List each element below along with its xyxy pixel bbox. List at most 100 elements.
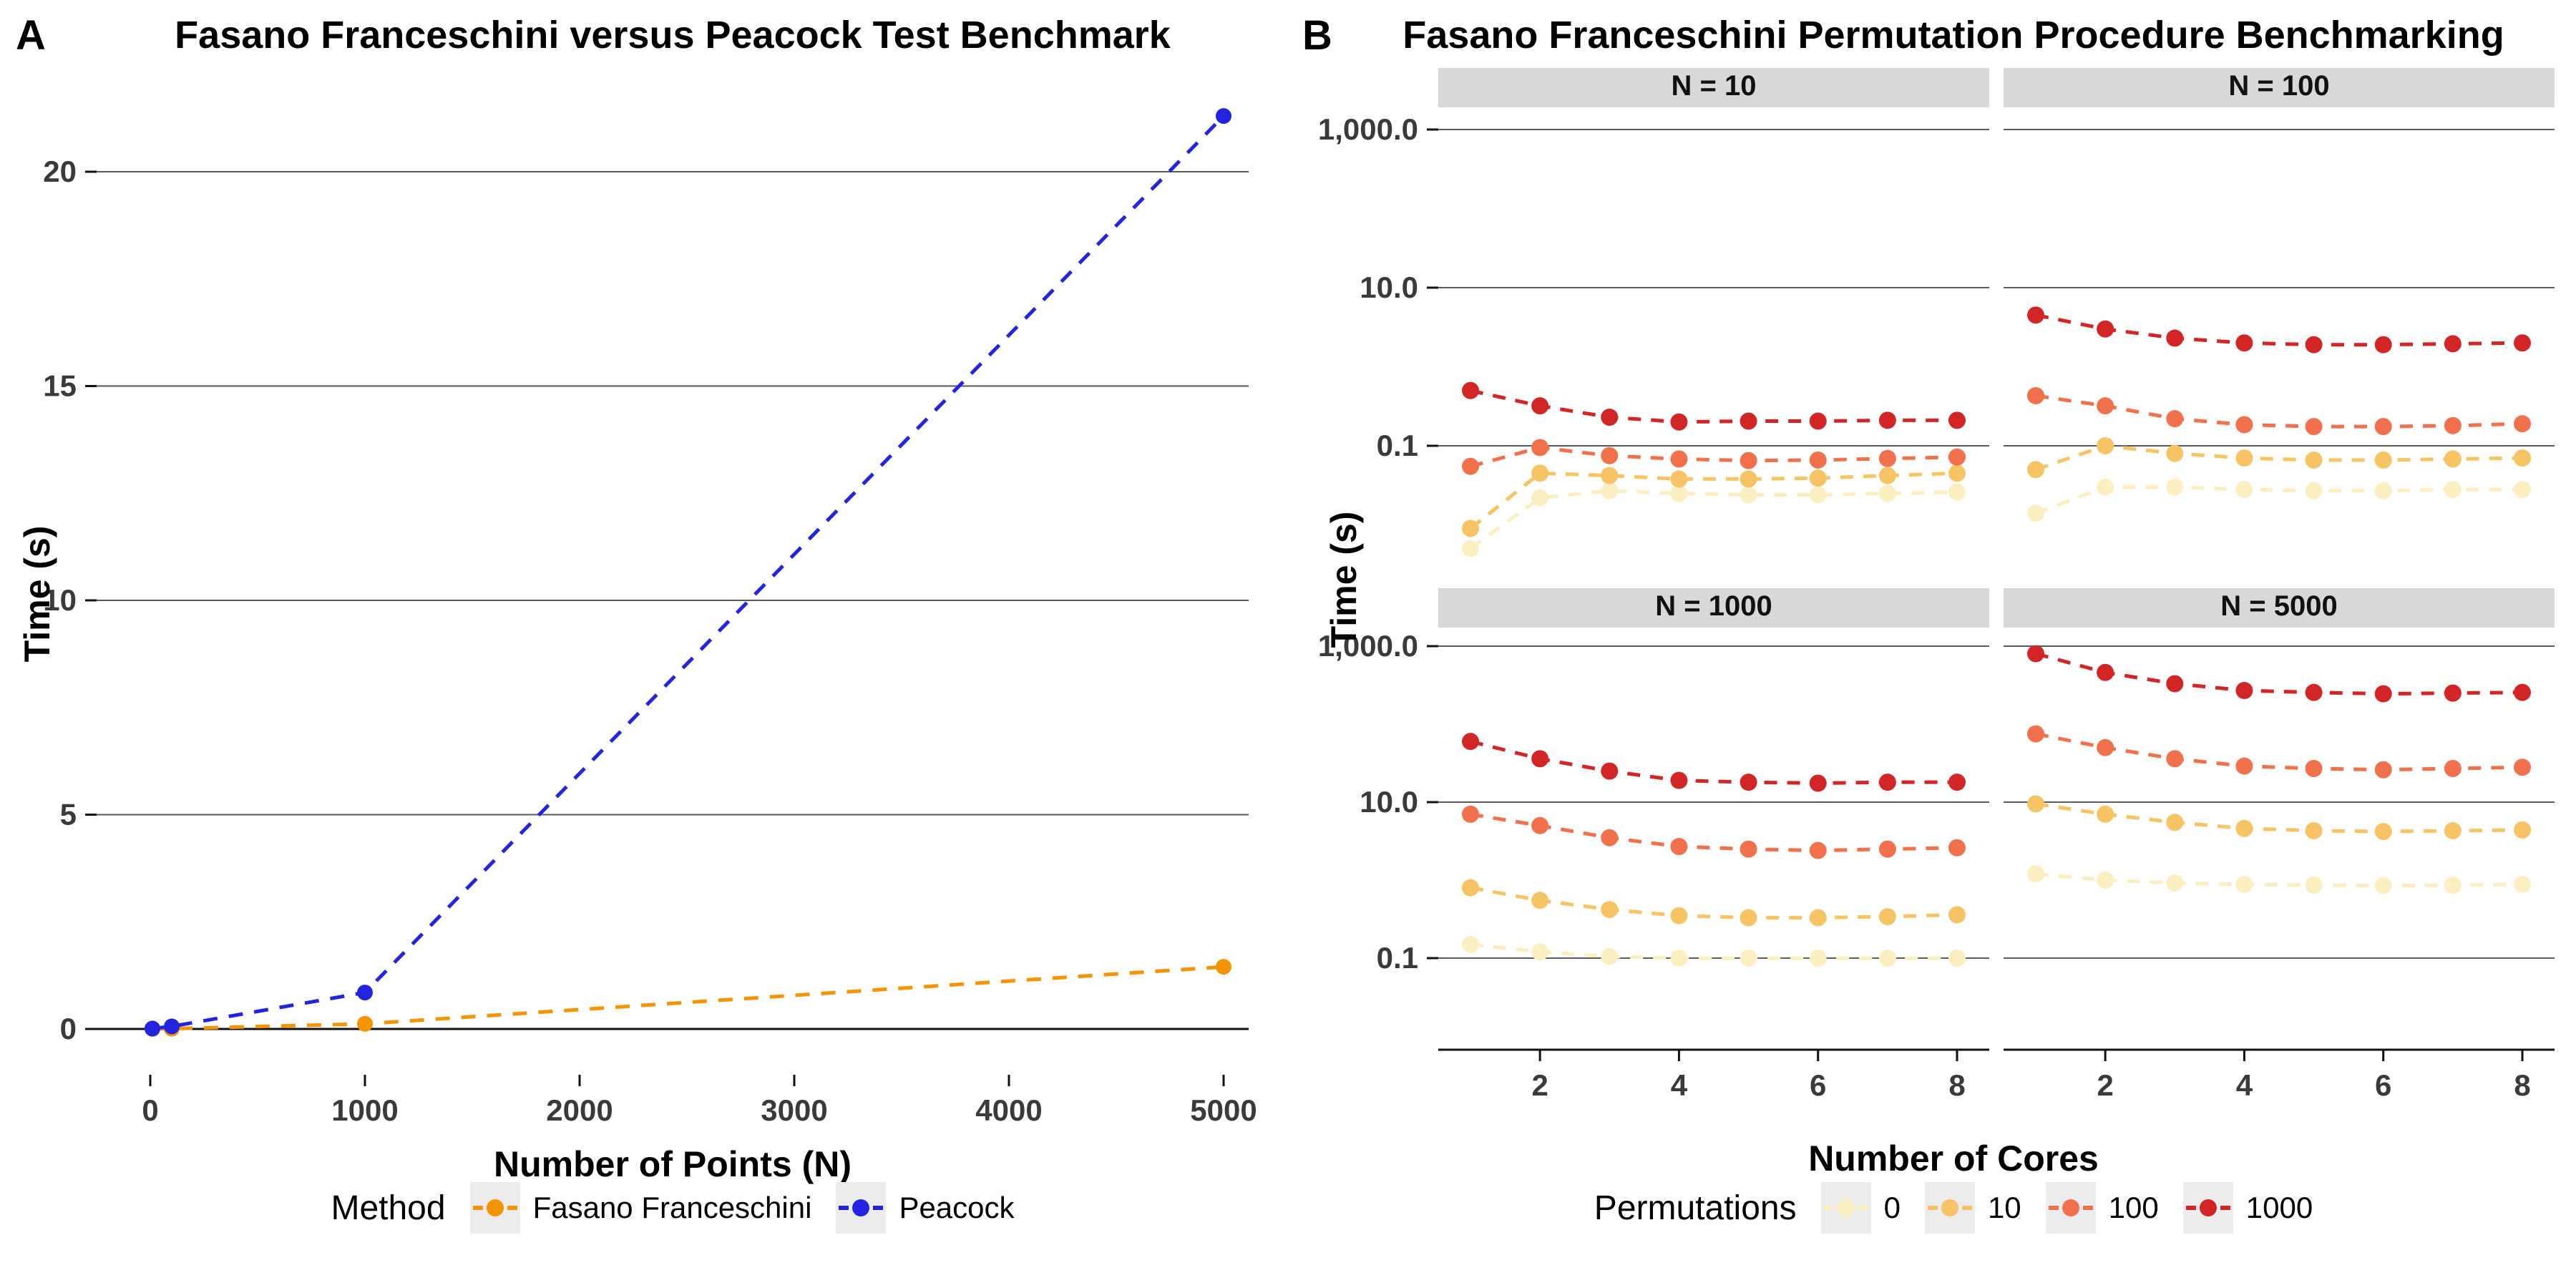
data-point-perm-1000 — [2097, 320, 2114, 338]
data-point-perm-0 — [2166, 478, 2184, 496]
panel-a-legend-title: Method — [331, 1189, 446, 1227]
data-point-perm-1000 — [1740, 412, 1757, 430]
data-point-peacock — [357, 985, 373, 1001]
data-point-perm-1000 — [2444, 335, 2462, 353]
data-point-perm-1000 — [1809, 774, 1827, 792]
panel-b-plot: N = 10 N = 100 N = 1000 2 4 6 8 N = 5000 2 4 6 8 1,0… — [1318, 68, 2555, 1102]
panel-b-legend-title: Permutations — [1594, 1189, 1797, 1227]
x-tick-label: 8 — [1948, 1068, 1965, 1102]
data-point-perm-10 — [2235, 449, 2253, 467]
facet-strip — [1438, 68, 1989, 107]
data-point-perm-0 — [1670, 484, 1688, 502]
legend-label: 1000 — [2245, 1191, 2313, 1224]
data-point-perm-100 — [2235, 416, 2253, 434]
legend-key-icon — [1820, 1182, 1871, 1234]
legend-item-peacock: Peacock — [836, 1182, 1015, 1234]
y-tick-label: 0.1 — [1377, 941, 1418, 975]
data-point-perm-100 — [1670, 837, 1688, 855]
data-point-perm-100 — [1462, 805, 1479, 823]
data-point-peacock — [164, 1018, 180, 1035]
legend-item-100: 100 — [2045, 1182, 2159, 1234]
data-point-perm-100 — [1878, 449, 1896, 467]
panel-b-legend: Permutations 0 10 100 1000 — [1331, 1182, 2576, 1234]
data-point-perm-100 — [1462, 457, 1479, 475]
data-point-perm-1000 — [1462, 733, 1479, 751]
data-point-perm-0 — [2027, 865, 2044, 883]
data-point-perm-1000 — [2514, 683, 2531, 701]
legend-label: 0 — [1883, 1191, 1901, 1224]
data-point-perm-100 — [1601, 829, 1619, 847]
data-point-perm-1000 — [1531, 397, 1549, 415]
series-line-perm-0 — [1469, 489, 1958, 550]
data-point-perm-1000 — [2097, 663, 2114, 681]
data-point-perm-100 — [1601, 447, 1619, 464]
legend-item-1000: 1000 — [2182, 1182, 2313, 1234]
data-point-perm-1000 — [2027, 306, 2044, 324]
x-tick-label: 4 — [2236, 1068, 2253, 1102]
data-point-perm-0 — [2166, 874, 2184, 892]
data-point-perm-1000 — [1670, 771, 1688, 789]
data-point-perm-100 — [1809, 451, 1827, 469]
data-point-perm-10 — [1670, 907, 1688, 924]
data-point-perm-10 — [1809, 469, 1827, 487]
data-point-perm-100 — [1878, 840, 1896, 858]
data-point-perm-10 — [1948, 464, 1966, 482]
data-point-perm-10 — [1462, 519, 1479, 537]
data-point-perm-0 — [1740, 950, 1757, 967]
y-tick-label: 15 — [43, 369, 77, 403]
data-point-perm-1000 — [1601, 409, 1619, 426]
data-point-perm-10 — [1878, 908, 1896, 926]
data-point-perm-10 — [1670, 470, 1688, 488]
y-tick-label: 5 — [60, 798, 77, 831]
data-point-perm-100 — [1531, 816, 1549, 834]
legend-label: 10 — [1987, 1191, 2021, 1224]
data-point-perm-100 — [2235, 757, 2253, 775]
data-point-perm-1000 — [1948, 774, 1966, 791]
data-point-perm-0 — [1878, 484, 1896, 502]
data-point-perm-1000 — [1740, 774, 1757, 791]
data-point-perm-100 — [2444, 416, 2462, 434]
data-point-perm-1000 — [2305, 683, 2323, 701]
data-point-perm-1000 — [2514, 334, 2531, 352]
panel-b-x-axis-title: Number of Cores — [1808, 1138, 2099, 1179]
y-tick-label: 20 — [43, 155, 77, 188]
facet-N=10: N = 10 — [1438, 68, 1989, 557]
data-point-perm-100 — [2514, 758, 2531, 776]
data-point-perm-10 — [1878, 467, 1896, 484]
data-point-perm-0 — [1809, 950, 1827, 967]
data-point-perm-100 — [2305, 418, 2323, 436]
legend-label: Fasano Franceschini — [532, 1191, 812, 1224]
x-tick-label: 2000 — [546, 1093, 613, 1127]
legend-key-icon — [469, 1182, 520, 1234]
data-point-perm-10 — [2027, 795, 2044, 813]
legend-item-fasano-franceschini: Fasano Franceschini — [469, 1182, 812, 1234]
data-point-fasano-franceschini — [1216, 959, 1231, 975]
data-point-perm-1000 — [1948, 411, 1966, 429]
legend-key-icon — [2182, 1182, 2233, 1234]
data-point-perm-10 — [1531, 464, 1549, 482]
data-point-perm-0 — [2305, 482, 2323, 499]
data-point-perm-10 — [1740, 909, 1757, 927]
panel-b-label: B — [1302, 12, 1332, 59]
data-point-perm-100 — [2374, 418, 2392, 436]
data-point-perm-10 — [2374, 823, 2392, 841]
x-tick-label: 6 — [1810, 1068, 1826, 1102]
data-point-perm-10 — [2305, 451, 2323, 469]
data-point-perm-0 — [2374, 877, 2392, 894]
legend-item-0: 0 — [1820, 1182, 1901, 1234]
data-point-perm-1000 — [2374, 336, 2392, 353]
data-point-perm-0 — [1948, 483, 1966, 501]
facet-N=1000: N = 1000 2 4 6 8 — [1438, 588, 1989, 1102]
data-point-perm-100 — [2027, 387, 2044, 405]
data-point-perm-100 — [2444, 759, 2462, 777]
data-point-perm-100 — [1809, 841, 1827, 859]
panel-b-title: Fasano Franceschini Permutation Procedur… — [1402, 14, 2504, 57]
data-point-perm-100 — [2305, 759, 2323, 777]
legend-key-icon — [1924, 1182, 1975, 1234]
data-point-perm-10 — [2305, 821, 2323, 839]
x-tick-label: 2 — [1531, 1068, 1548, 1102]
data-point-perm-0 — [1948, 950, 1966, 967]
y-tick-label: 0 — [60, 1012, 77, 1045]
